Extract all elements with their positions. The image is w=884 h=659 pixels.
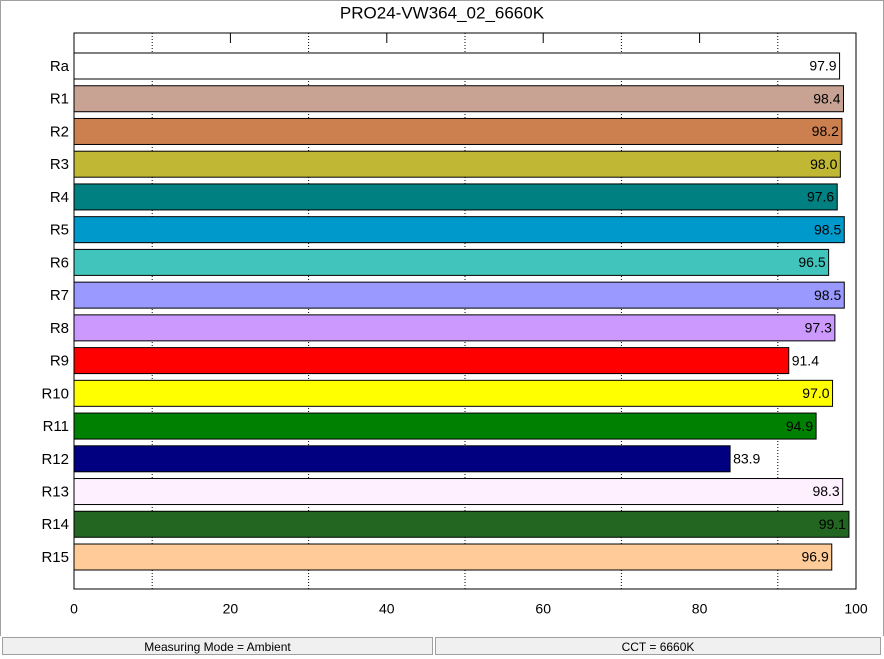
y-tick-label: R15 [41,549,69,566]
value-label: 98.5 [814,221,841,237]
y-tick-label: R6 [50,254,69,271]
value-label: 98.3 [812,483,839,499]
value-label: 98.2 [812,123,839,139]
y-tick-label: R11 [43,418,69,435]
value-label: 98.4 [813,90,840,106]
chart-title: PRO24-VW364_02_6660K [340,3,545,22]
y-tick-label: Ra [50,58,70,75]
y-tick-label: R1 [50,91,69,108]
status-left: Measuring Mode = Ambient [2,637,433,655]
bar [73,150,841,178]
bar [73,510,850,538]
chart: PRO24-VW364_02_6660K 0 20 40 60 80 100 Ra 97.9 R… [0,0,884,636]
y-tick-label: R12 [41,451,69,468]
y-tick-label: R10 [41,385,69,402]
bar [73,183,838,211]
bar [73,379,834,407]
y-tick-label: R13 [41,484,69,501]
bar [73,281,845,309]
y-tick-label: R4 [50,189,69,206]
bar [73,445,731,473]
value-label: 97.0 [802,385,829,401]
value-label: 96.9 [802,549,829,565]
x-tick-label: 40 [379,601,395,617]
y-tick-label: R14 [41,516,69,533]
x-tick-label: 60 [535,601,551,617]
value-label: 96.5 [798,254,825,270]
y-tick-label: R7 [50,287,69,304]
plot-area [73,32,857,590]
bar [73,52,841,80]
bar [73,478,844,506]
status-right: CCT = 6660K [435,637,881,655]
value-label: 99.1 [819,516,846,532]
y-tick-label: R9 [50,353,69,370]
y-tick-label: R5 [50,222,69,239]
value-label: 97.6 [807,189,834,205]
bar [73,216,845,244]
bar [73,347,790,375]
value-label: 94.9 [786,418,813,434]
y-tick-label: R2 [50,123,69,140]
value-label: 98.0 [810,156,837,172]
bar [73,314,836,342]
value-label: 98.5 [814,287,841,303]
bar [73,248,830,276]
value-label: 91.4 [792,352,819,368]
bar [73,543,833,571]
value-label: 83.9 [733,451,760,467]
bar [73,412,817,440]
value-label: 97.3 [805,320,832,336]
y-tick-label: R8 [50,320,69,337]
x-tick-label: 0 [70,601,78,617]
value-label: 97.9 [809,58,836,74]
bar [73,117,843,145]
x-tick-label: 20 [223,601,239,617]
x-tick-label: 100 [844,601,868,617]
y-tick-label: R3 [50,156,69,173]
bar [73,85,844,113]
x-tick-label: 80 [692,601,708,617]
